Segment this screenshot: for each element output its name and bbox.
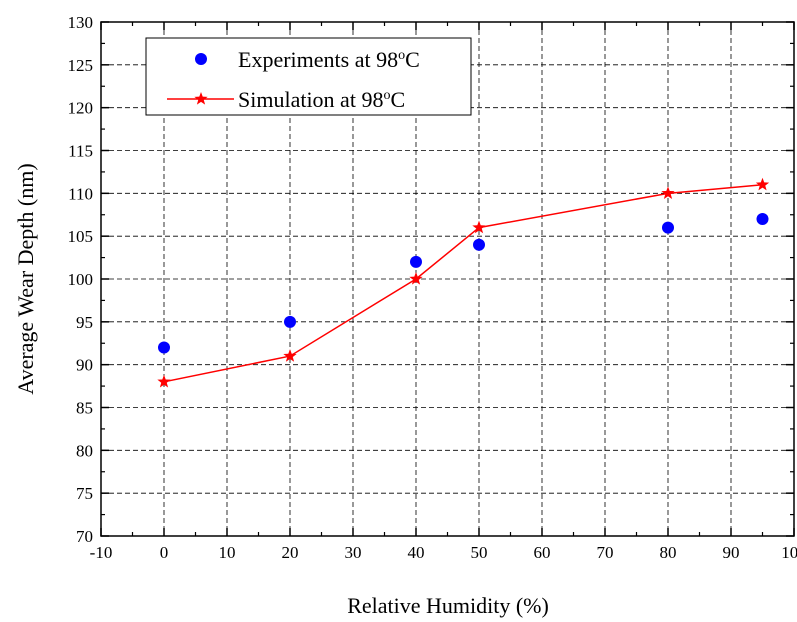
legend-marker-simulation <box>194 92 208 105</box>
y-tick-label: 115 <box>68 142 93 161</box>
y-tick-label: 125 <box>68 56 94 75</box>
legend-label-simulation: Simulation at 98oC <box>238 87 405 112</box>
data-point <box>284 315 296 328</box>
data-point <box>157 374 171 388</box>
y-tick-label: 95 <box>76 313 93 332</box>
grid-lines <box>101 22 794 536</box>
y-tick-label: 110 <box>68 184 93 203</box>
plot-frame <box>100 21 795 537</box>
x-tick-label: 90 <box>723 543 740 562</box>
y-tick-label: 85 <box>76 399 93 418</box>
data-point <box>662 221 674 234</box>
data-point <box>410 255 422 268</box>
y-tick-label: 105 <box>68 227 94 246</box>
y-tick-label: 90 <box>76 356 93 375</box>
series-simulation <box>157 177 770 388</box>
series-layer <box>157 177 770 388</box>
x-tick-label: 10 <box>219 543 236 562</box>
x-axis-title: Relative Humidity (%) <box>347 593 549 618</box>
x-tick-label: 80 <box>660 543 677 562</box>
data-point <box>473 238 485 251</box>
data-point <box>661 186 675 199</box>
data-point <box>409 272 423 285</box>
y-tick-label: 120 <box>68 99 94 118</box>
x-tick-label: 0 <box>160 543 169 562</box>
y-tick-label: 130 <box>68 13 94 32</box>
x-tick-label: 60 <box>534 543 551 562</box>
y-axis-title: Average Wear Depth (nm) <box>13 163 38 394</box>
x-tick-label: 50 <box>471 543 488 562</box>
series-experiments <box>158 213 769 354</box>
axis-ticks <box>100 21 795 537</box>
legend-label-experiments: Experiments at 98oC <box>238 47 420 72</box>
y-tick-label: 80 <box>76 441 93 460</box>
x-tick-label: 30 <box>345 543 362 562</box>
x-tick-label: 20 <box>282 543 299 562</box>
y-tick-label: 100 <box>68 270 94 289</box>
data-point <box>158 341 170 354</box>
series-line <box>163 184 763 383</box>
y-tick-label: 70 <box>76 527 93 546</box>
legend-marker-experiments <box>195 53 207 65</box>
x-tick-label: 40 <box>408 543 425 562</box>
x-tick-label: 100 <box>781 543 797 562</box>
legend: Experiments at 98oC Simulation at 98oC <box>145 37 472 116</box>
y-tick-labels: 70 75 80 85 90 95 100 105 110 115 120 125 130 <box>68 13 94 546</box>
data-point <box>756 213 769 226</box>
y-tick-label: 75 <box>76 484 93 503</box>
data-point <box>472 220 486 234</box>
x-tick-label: 70 <box>597 543 614 562</box>
x-tick-label: -10 <box>90 543 113 562</box>
x-tick-labels: -10 0 10 20 30 40 50 60 70 80 90 100 <box>90 543 797 562</box>
data-point <box>755 177 770 191</box>
data-point <box>283 349 297 362</box>
